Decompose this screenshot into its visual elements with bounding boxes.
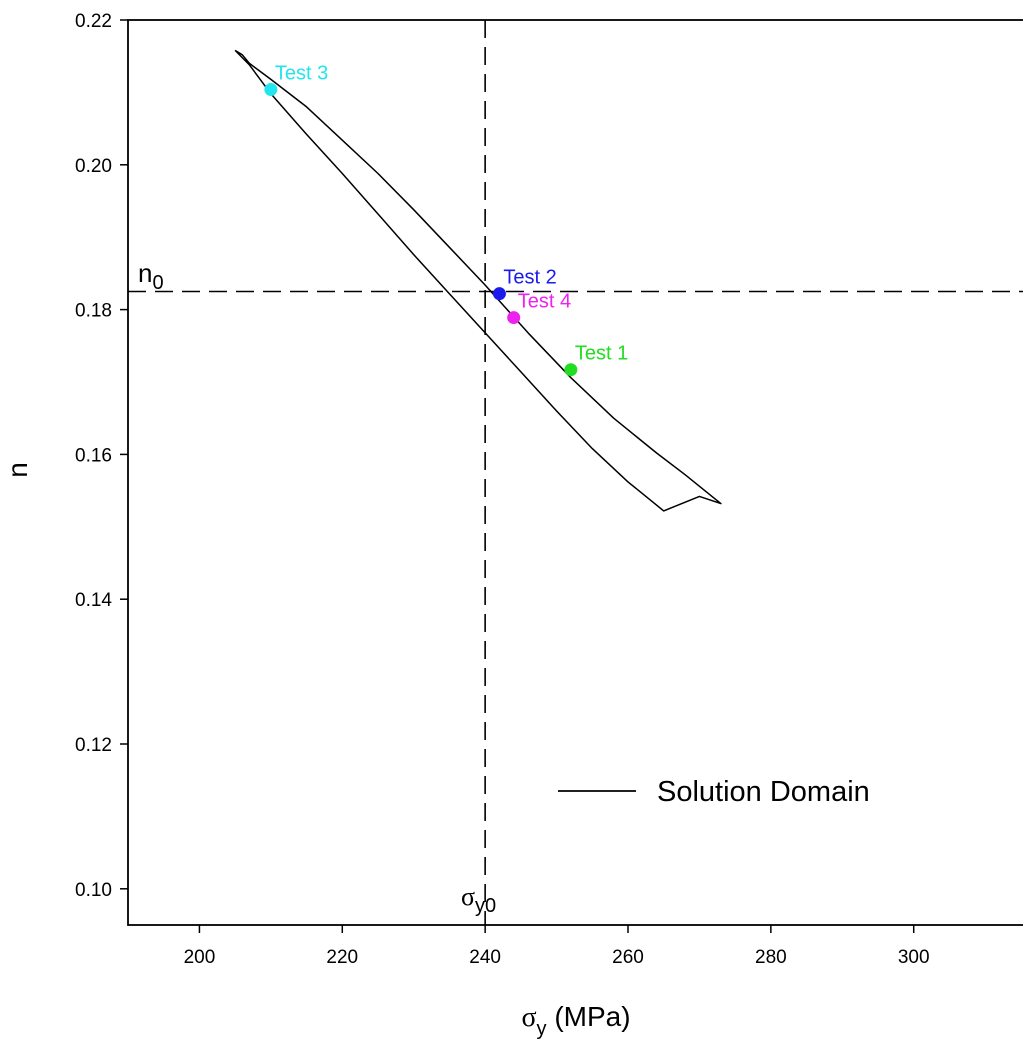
x-axis: 200220240260280300320 [184, 925, 930, 968]
data-point-test-1 [564, 363, 578, 377]
vertical-ref-label: σy0 [461, 882, 496, 917]
x-tick-label: 240 [469, 947, 501, 968]
y-tick-label: 0.10 [75, 880, 112, 901]
x-tick-label: 260 [612, 947, 644, 968]
y-axis-title: n [2, 462, 33, 478]
y-tick-label: 0.14 [75, 590, 112, 611]
y-tick-label: 0.16 [75, 445, 112, 466]
x-tick-label: 200 [184, 947, 216, 968]
x-axis-title: σy (MPa) [521, 1001, 630, 1040]
legend: Solution Domain [558, 776, 870, 808]
x-tick-label: 220 [326, 947, 358, 968]
horizontal-ref-label: n0 [138, 258, 164, 294]
data-point-test-4 [507, 311, 521, 325]
y-tick-label: 0.20 [75, 156, 112, 177]
data-point-test-3 [264, 83, 278, 97]
data-point-label: Test 1 [575, 343, 628, 365]
solution-domain-outline [234, 49, 722, 512]
data-point-label: Test 4 [518, 291, 571, 313]
y-axis: 0.10 0.12 0.14 0.16 0.18 0.20 0.22 [75, 11, 128, 901]
x-tick-label: 280 [755, 947, 787, 968]
plot-frame [127, 19, 1023, 926]
data-point-test-2 [492, 287, 506, 301]
y-tick-label: 0.22 [75, 11, 112, 32]
y-tick-label: 0.18 [75, 301, 112, 322]
legend-label-solution-domain: Solution Domain [657, 776, 870, 808]
data-point-label: Test 2 [503, 267, 556, 289]
y-tick-label: 0.12 [75, 735, 112, 756]
data-point-label: Test 3 [275, 63, 328, 85]
x-tick-label: 300 [898, 947, 930, 968]
